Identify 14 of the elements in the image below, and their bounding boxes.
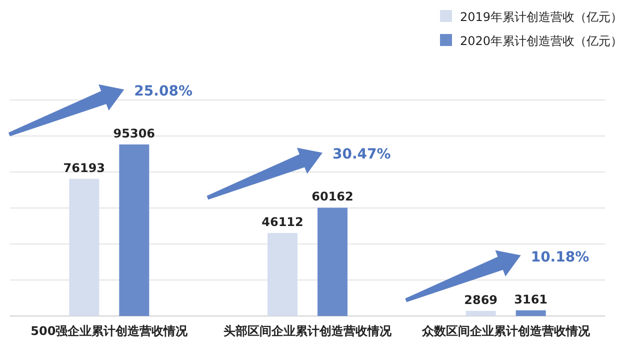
data-label: 46112 (262, 215, 304, 229)
data-label: 95306 (113, 126, 156, 140)
data-label: 2869 (464, 292, 498, 307)
text: 25.08% (134, 83, 192, 100)
x-tick-label: 众数区间企业累计创造营收情况 (420, 324, 591, 338)
legend-label: 2019年累计创造营收（亿元） (460, 10, 620, 24)
x-tick-label: 头部区间企业累计创造营收情况 (224, 324, 392, 338)
annotation: 30.47% (332, 146, 391, 163)
annotation: 10.18% (530, 249, 590, 266)
legend-label: 2020年累计创造营收（亿元） (460, 34, 620, 48)
data-label: 60162 (312, 190, 354, 204)
data-label: 76193 (63, 160, 106, 175)
x-tick-label: 500强企业累计创造营收情况 (30, 324, 189, 338)
data-label: 3161 (514, 292, 548, 306)
